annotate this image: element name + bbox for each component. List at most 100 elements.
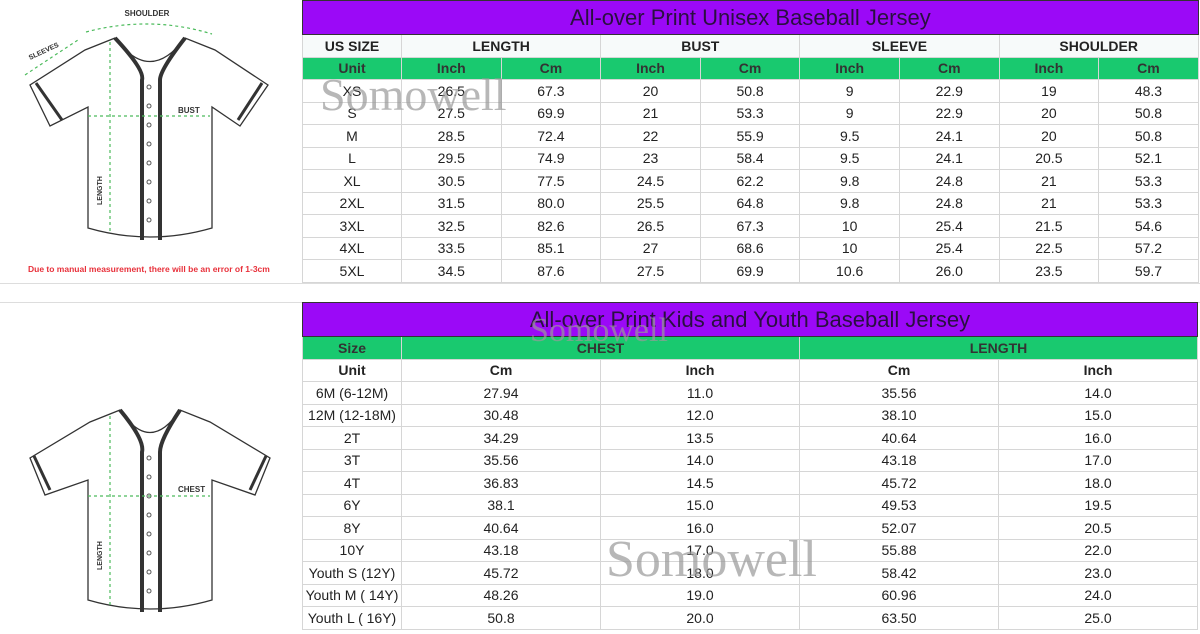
size-cell: 12M (12-18M): [302, 403, 402, 427]
value-cell: 27.5: [600, 259, 701, 283]
size-cell: 10Y: [302, 538, 402, 562]
size-cell: 8Y: [302, 516, 402, 540]
value-cell: 54.6: [1098, 214, 1199, 238]
value-cell: 14.5: [600, 471, 800, 495]
value-cell: 20.5: [998, 146, 1100, 170]
value-cell: 50.8: [1098, 101, 1199, 125]
kids-jersey-diagram: CHEST LENGTH: [0, 380, 300, 629]
unit-cell: Inch: [600, 358, 800, 382]
value-cell: 14.0: [600, 448, 800, 472]
value-cell: 21.5: [998, 214, 1100, 238]
value-cell: 28.5: [401, 124, 502, 148]
value-cell: 40.64: [799, 426, 999, 450]
value-cell: 52.1: [1098, 146, 1199, 170]
value-cell: 22.0: [998, 538, 1198, 562]
value-cell: 22.9: [898, 79, 1000, 103]
header-cell: CHEST: [401, 336, 800, 360]
size-cell: M: [302, 124, 402, 148]
value-cell: 15.0: [600, 493, 800, 517]
header-cell: LENGTH: [799, 336, 1198, 360]
value-cell: 24.8: [898, 191, 1000, 215]
value-cell: 63.50: [799, 606, 999, 630]
value-cell: 48.3: [1098, 79, 1199, 103]
table-row: 3XL 32.5 82.6 26.5 67.3 10 25.4 21.5 54.6: [302, 214, 1199, 238]
table-row: 4T 36.83 14.5 45.72 18.0: [302, 471, 1198, 495]
size-cell: 4XL: [302, 236, 402, 260]
value-cell: 13.5: [600, 426, 800, 450]
size-cell: Youth S (12Y): [302, 561, 402, 585]
table-row: Youth M ( 14Y) 48.26 19.0 60.96 24.0: [302, 583, 1198, 607]
value-cell: 74.9: [500, 146, 602, 170]
value-cell: 22: [600, 124, 701, 148]
value-cell: 67.3: [699, 214, 801, 238]
value-cell: 27.94: [401, 381, 601, 405]
table-row: 10Y 43.18 17.0 55.88 22.0: [302, 538, 1198, 562]
value-cell: 62.2: [699, 169, 801, 193]
unit-cell: Unit: [302, 56, 402, 80]
value-cell: 67.3: [500, 79, 602, 103]
value-cell: 21: [600, 101, 701, 125]
value-cell: 21: [998, 169, 1100, 193]
value-cell: 55.88: [799, 538, 999, 562]
table-row: XL 30.5 77.5 24.5 62.2 9.8 24.8 21 53.3: [302, 169, 1199, 193]
value-cell: 10.6: [799, 259, 900, 283]
unit-cell: Inch: [998, 56, 1100, 80]
size-cell: 6Y: [302, 493, 402, 517]
size-cell: 2XL: [302, 191, 402, 215]
value-cell: 24.5: [600, 169, 701, 193]
value-cell: 59.7: [1098, 259, 1199, 283]
value-cell: 20.5: [998, 516, 1198, 540]
table-row: 8Y 40.64 16.0 52.07 20.5: [302, 516, 1198, 540]
size-cell: XS: [302, 79, 402, 103]
unit-cell: Cm: [1098, 56, 1199, 80]
size-cell: 6M (6-12M): [302, 381, 402, 405]
size-cell: XL: [302, 169, 402, 193]
bust-label: BUST: [178, 106, 200, 115]
value-cell: 40.64: [401, 516, 601, 540]
table-row: 6M (6-12M) 27.94 11.0 35.56 14.0: [302, 381, 1198, 405]
value-cell: 82.6: [500, 214, 602, 238]
kids-length-label: LENGTH: [97, 541, 104, 570]
unit-cell: Inch: [799, 56, 900, 80]
value-cell: 25.4: [898, 214, 1000, 238]
table-row: Youth S (12Y) 45.72 18.0 58.42 23.0: [302, 561, 1198, 585]
value-cell: 17.0: [998, 448, 1198, 472]
header-cell: Size: [302, 336, 402, 360]
kids-header-row: Size CHEST LENGTH: [302, 336, 1198, 360]
value-cell: 53.3: [699, 101, 801, 125]
adult-table-title: All-over Print Unisex Baseball Jersey: [302, 0, 1199, 35]
size-cell: 3XL: [302, 214, 402, 238]
value-cell: 50.8: [699, 79, 801, 103]
value-cell: 26.0: [898, 259, 1000, 283]
value-cell: 38.10: [799, 403, 999, 427]
value-cell: 45.72: [401, 561, 601, 585]
value-cell: 30.5: [401, 169, 502, 193]
value-cell: 23.0: [998, 561, 1198, 585]
value-cell: 23.5: [998, 259, 1100, 283]
value-cell: 58.42: [799, 561, 999, 585]
header-cell: LENGTH: [400, 34, 602, 58]
unit-cell: Inch: [600, 56, 701, 80]
value-cell: 55.9: [699, 124, 801, 148]
value-cell: 38.1: [401, 493, 601, 517]
table-row: 12M (12-18M) 30.48 12.0 38.10 15.0: [302, 403, 1198, 427]
value-cell: 53.3: [1098, 169, 1199, 193]
value-cell: 60.96: [799, 583, 999, 607]
chest-label: CHEST: [178, 485, 205, 494]
unit-cell: Inch: [401, 56, 502, 80]
kids-size-table: All-over Print Kids and Youth Baseball J…: [302, 302, 1198, 630]
size-cell: Youth M ( 14Y): [302, 583, 402, 607]
value-cell: 32.5: [401, 214, 502, 238]
value-cell: 33.5: [401, 236, 502, 260]
value-cell: 9.8: [799, 191, 900, 215]
value-cell: 24.0: [998, 583, 1198, 607]
value-cell: 48.26: [401, 583, 601, 607]
value-cell: 52.07: [799, 516, 999, 540]
value-cell: 9.5: [799, 124, 900, 148]
value-cell: 22.9: [898, 101, 1000, 125]
value-cell: 15.0: [998, 403, 1198, 427]
unit-cell: Inch: [998, 358, 1198, 382]
adult-unit-row: Unit Inch Cm Inch Cm Inch Cm Inch Cm: [302, 56, 1199, 80]
value-cell: 22.5: [998, 236, 1100, 260]
table-row: 2T 34.29 13.5 40.64 16.0: [302, 426, 1198, 450]
